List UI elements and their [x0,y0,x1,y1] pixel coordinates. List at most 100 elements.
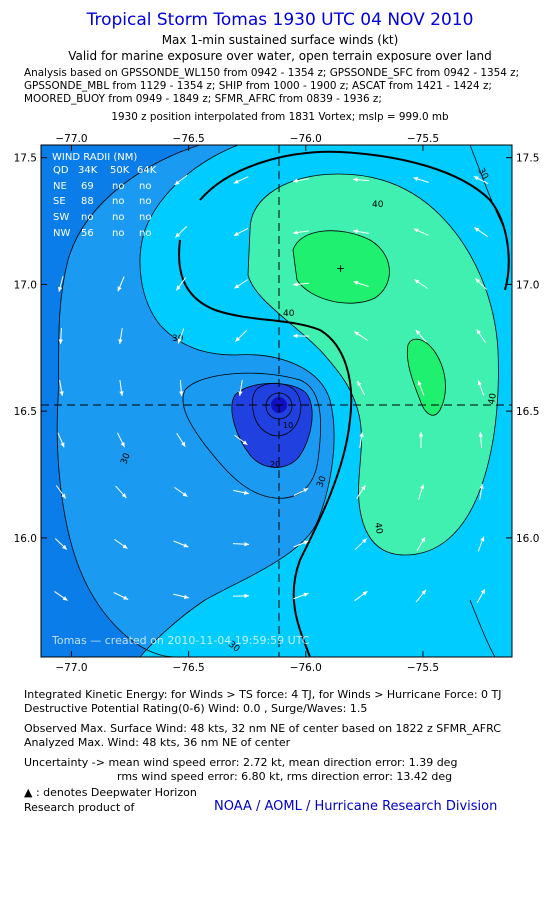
analysis-sources-line-3: MOORED_BUOY from 0949 - 1849 z; SFMR_AFR… [24,93,382,105]
wind-vector-arrow [54,590,68,602]
wind-vector-arrow [175,277,187,291]
plot-frame [40,144,513,658]
wind-vector-arrow [476,588,486,604]
wind-vector-arrow [177,328,185,344]
wind-radii-cell: no [139,228,151,239]
contour-line-30-se [469,599,496,657]
x-tick-label: −75.5 [407,133,439,145]
wind-vector-arrow [418,431,424,449]
wind-field-map: 30 40 40 30 10 20 30 40 40 30 30 + WIND … [14,133,540,674]
wind-vector-arrow [414,279,428,289]
contour-label: 30 [315,475,328,489]
contour-label: 40 [372,522,384,535]
wind-radii-cell: NE [53,181,67,192]
wind-vector-arrow [174,486,188,498]
contour-label: 30 [119,452,132,466]
wind-vector-arrow [418,484,425,500]
wind-radii-cell: 88 [81,196,94,207]
wind-radii-header: 34K [78,165,98,176]
integrated-kinetic-energy: Integrated Kinetic Energy: for Winds > T… [24,688,502,701]
wind-vector-arrow [413,176,429,183]
wind-vector-arrow [354,331,368,341]
wind-vector-arrow [174,174,188,186]
observed-max-wind: Observed Max. Surface Wind: 48 kts, 32 n… [24,722,501,735]
wind-vector-arrow [356,485,366,499]
x-tick-label: −75.5 [407,662,439,674]
analysis-sources-line-1: Analysis based on GPSSONDE_WL150 from 09… [24,67,520,79]
y-tick-label: 17.0 [516,279,539,291]
contour-line-34kt-inner [178,239,353,657]
wind-vector-field [54,174,489,604]
wind-vector-arrow [477,380,485,396]
wind-vector-arrow [352,177,370,182]
wind-vector-arrow [233,227,249,237]
subtitle-exposure: Valid for marine exposure over water, op… [68,49,492,63]
research-product-label: Research product of [24,801,135,814]
wind-radii-cell: NW [53,228,70,239]
wind-vector-arrow [413,228,429,236]
y-tick-label: 17.0 [14,279,37,291]
wind-vector-arrow [233,489,249,495]
wind-radii-cell: no [112,196,124,207]
wind-vector-arrow [416,536,426,552]
wind-vector-arrow [54,538,68,550]
wind-vector-arrow [179,379,184,397]
wind-vector-arrow [234,434,248,446]
wind-vector-arrow [477,536,485,552]
wind-vector-arrow [238,380,243,396]
creation-stamp: Tomas — created on 2010-11-04 19:59:59 U… [51,634,310,647]
wind-radii-header: 50K [110,165,130,176]
wind-vector-arrow [234,330,248,342]
wind-radii-header: 64K [137,165,157,176]
wind-vector-arrow [232,541,250,547]
x-tick-label: −76.0 [290,133,322,145]
contour-line-30 [139,145,335,657]
wind-vector-arrow [474,227,488,237]
contour-label: 20 [270,460,280,469]
wind-vector-arrow [473,175,489,185]
wind-radii-header: QD [53,165,69,176]
wind-vector-arrow [59,380,64,396]
wind-vector-arrow [173,593,189,599]
contour-line-core-20 [182,372,322,499]
contour-line-30-ne [469,145,506,231]
wind-vector-arrow [114,538,128,550]
wind-vector-arrow [293,540,309,548]
contour-label: 40 [487,392,499,405]
position-line: 1930 z position interpolated from 1831 V… [111,111,449,123]
wind-vector-arrow [58,327,63,345]
wind-vector-arrow [117,432,125,448]
x-tick-label: −76.5 [173,133,205,145]
destructive-potential-rating: Destructive Potential Rating(0-6) Wind: … [24,702,368,715]
y-tick-label: 16.5 [516,406,539,418]
wind-radii-cell: SE [53,196,66,207]
wind-vector-arrow [292,282,310,287]
max-wind-plus-marker: + [336,262,345,275]
noaa-aoml-credit-link[interactable]: NOAA / AOML / Hurricane Research Divisio… [214,799,498,814]
wind-vector-arrow [113,592,129,600]
y-tick-label: 16.0 [516,533,539,545]
wind-vector-arrow [293,592,309,600]
wind-vector-arrow [57,432,65,448]
uncertainty-mean: Uncertainty -> mean wind speed error: 2.… [24,756,458,769]
wind-vector-arrow [293,178,309,183]
wind-vector-arrow [174,226,188,238]
wind-vector-arrow [173,540,189,548]
axis-ticks: −77.0 −77.0 −76.5 −76.5 −76.0 −76.0 −75.5 −75.5… [14,133,540,674]
x-tick-label: −77.0 [55,662,87,674]
wind-vector-arrow [233,176,249,184]
wind-radii-table: WIND RADII (NM) QD 34K 50K 64K NE 69 no … [52,152,157,239]
y-tick-label: 17.5 [516,153,539,165]
subtitle-units: Max 1-min sustained surface winds (kt) [161,33,399,47]
band-44-east [407,339,446,416]
wind-vector-arrow [115,485,127,499]
wind-vector-arrow [293,487,309,497]
wind-radii-cell: no [112,212,124,223]
wind-vector-arrow [474,278,488,290]
contour-line-20 [56,145,201,657]
contour-line-40 [247,173,499,556]
wind-radii-cell: no [139,181,151,192]
wind-radii-cell: SW [53,212,69,223]
contour-line-44-east [406,338,446,416]
wind-contour-field: 30 40 40 30 10 20 30 40 40 30 30 + WIND … [41,145,512,657]
